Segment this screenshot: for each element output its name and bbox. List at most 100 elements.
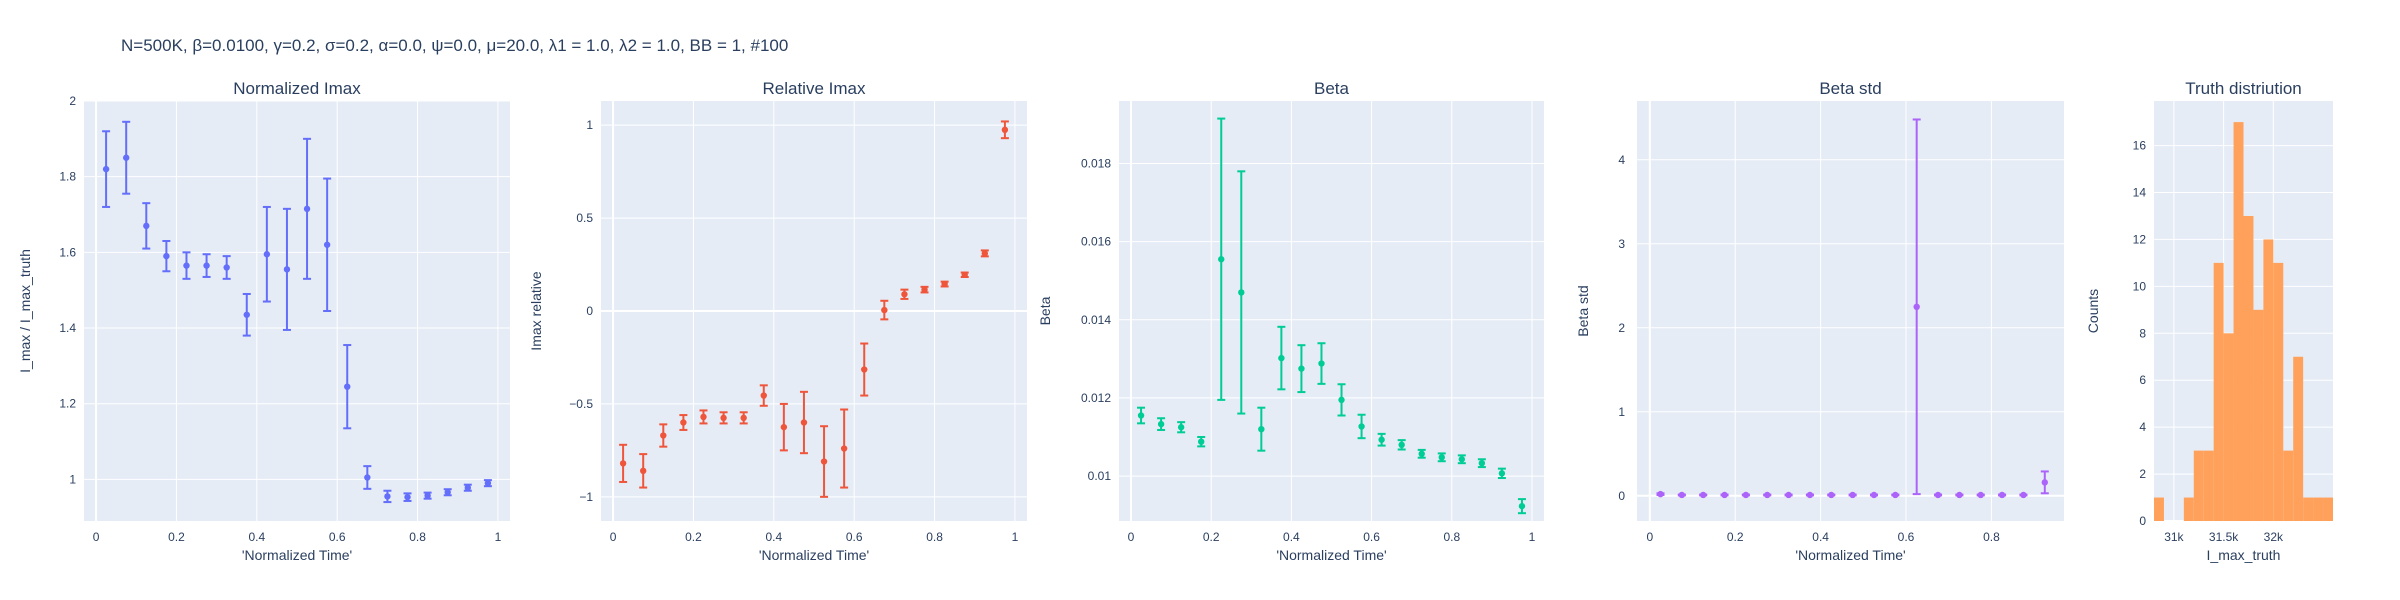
y-tick-label: 1.4 bbox=[59, 321, 76, 335]
histogram-bar bbox=[2303, 497, 2314, 521]
histogram-bar bbox=[2223, 333, 2234, 521]
data-point bbox=[961, 271, 968, 278]
data-point bbox=[1418, 450, 1425, 457]
data-point bbox=[102, 165, 110, 173]
y-tick-label: 2 bbox=[2139, 467, 2146, 481]
y-tick-label: 1 bbox=[586, 118, 593, 132]
data-point bbox=[122, 154, 130, 161]
y-axis-label: I_max / I_max_truth bbox=[17, 249, 33, 373]
histogram-bar bbox=[2154, 497, 2164, 521]
data-point bbox=[203, 262, 210, 269]
data-point bbox=[680, 419, 687, 426]
y-axis-label: Imax relative bbox=[528, 271, 544, 351]
y-axis-label: Beta std bbox=[1575, 285, 1591, 336]
histogram-bar bbox=[2183, 497, 2194, 521]
histogram-bar bbox=[2253, 309, 2264, 521]
data-point bbox=[1398, 441, 1405, 449]
y-axis-label: Counts bbox=[2085, 289, 2101, 333]
plot-background bbox=[1637, 101, 2064, 521]
x-tick-label: 0.6 bbox=[1898, 530, 1915, 544]
data-point bbox=[800, 419, 808, 426]
y-tick-label: 0.018 bbox=[1081, 157, 1111, 171]
x-tick-label: 0.6 bbox=[1363, 530, 1380, 544]
data-point bbox=[820, 458, 828, 465]
data-point bbox=[364, 474, 371, 481]
data-point bbox=[1358, 423, 1365, 430]
x-axis-label: 'Normalized Time' bbox=[1795, 547, 1905, 563]
data-point bbox=[760, 392, 767, 399]
data-point bbox=[1298, 365, 1305, 372]
y-tick-label: 1 bbox=[1618, 405, 1625, 419]
y-tick-label: 1 bbox=[69, 472, 76, 486]
x-axis-label: 'Normalized Time' bbox=[759, 547, 869, 563]
y-tick-label: 16 bbox=[2133, 139, 2147, 153]
data-point bbox=[183, 262, 190, 269]
data-point bbox=[344, 383, 351, 390]
x-tick-label: 31.5k bbox=[2209, 530, 2239, 544]
y-tick-label: 4 bbox=[2139, 420, 2146, 434]
x-tick-label: 32k bbox=[2264, 530, 2284, 544]
data-point bbox=[1438, 454, 1445, 461]
data-point bbox=[881, 306, 888, 314]
y-axis-label: Beta bbox=[1037, 296, 1053, 325]
panels: 0 0.2 0.4 0.6 0.8 1 1 1.2 1.4 1.6 1.8 2 Normalized I… bbox=[17, 79, 2333, 563]
data-point bbox=[1378, 436, 1385, 443]
panel-relative-imax: 0 0.2 0.4 0.6 0.8 1 −1 −0.5 0 0.5 1 Relative Imax 'N… bbox=[528, 79, 1027, 563]
y-tick-label: 0.014 bbox=[1081, 313, 1111, 327]
y-tick-label: 0.012 bbox=[1081, 391, 1111, 405]
y-tick-label: 0.01 bbox=[1088, 469, 1112, 483]
y-tick-label: −0.5 bbox=[569, 397, 593, 411]
data-point bbox=[1157, 420, 1165, 428]
data-point bbox=[1977, 491, 1984, 499]
y-tick-label: 8 bbox=[2139, 326, 2146, 340]
data-point bbox=[1934, 491, 1942, 499]
data-point bbox=[1197, 438, 1205, 445]
data-point bbox=[464, 484, 472, 491]
panel-title: Normalized Imax bbox=[233, 79, 361, 98]
data-point bbox=[700, 413, 707, 421]
data-point bbox=[444, 489, 451, 496]
data-point bbox=[1806, 491, 1814, 499]
data-point bbox=[1001, 126, 1009, 134]
data-point bbox=[1498, 470, 1506, 477]
y-tick-label: 6 bbox=[2139, 373, 2146, 387]
plot-background bbox=[1119, 101, 1544, 521]
histogram-bar bbox=[2323, 497, 2333, 521]
y-tick-label: 0 bbox=[586, 304, 593, 318]
x-tick-label: 0.6 bbox=[329, 530, 346, 544]
data-point bbox=[1699, 491, 1707, 499]
data-point bbox=[143, 222, 150, 230]
data-point bbox=[1678, 491, 1686, 499]
data-point bbox=[1785, 491, 1792, 499]
data-point bbox=[163, 252, 170, 260]
x-tick-label: 0 bbox=[610, 530, 617, 544]
histogram-bar bbox=[2263, 239, 2274, 521]
data-point bbox=[1892, 491, 1899, 499]
data-point bbox=[384, 493, 391, 500]
data-point bbox=[1721, 491, 1728, 499]
x-tick-label: 0.4 bbox=[765, 530, 782, 544]
x-tick-label: 0.8 bbox=[926, 530, 943, 544]
y-tick-label: 14 bbox=[2133, 186, 2147, 200]
y-tick-label: 0.016 bbox=[1081, 235, 1111, 249]
plot-background bbox=[84, 101, 510, 521]
data-point bbox=[1218, 256, 1225, 263]
data-point bbox=[404, 493, 411, 501]
histogram-bar bbox=[2243, 215, 2254, 522]
data-point bbox=[1258, 425, 1265, 433]
x-axis-label: I_max_truth bbox=[2207, 547, 2281, 563]
panel-title: Relative Imax bbox=[763, 79, 866, 98]
y-tick-label: 12 bbox=[2133, 232, 2147, 246]
y-tick-label: 2 bbox=[1618, 321, 1625, 335]
data-point bbox=[1870, 491, 1878, 499]
data-point bbox=[1177, 424, 1185, 431]
data-point bbox=[2020, 491, 2027, 499]
x-tick-label: 0.2 bbox=[1203, 530, 1220, 544]
data-point bbox=[1849, 491, 1856, 499]
data-point bbox=[263, 251, 271, 258]
data-point bbox=[639, 467, 647, 475]
panel-title: Truth distriution bbox=[2185, 79, 2302, 98]
data-point bbox=[780, 423, 788, 431]
data-point bbox=[1764, 491, 1771, 499]
